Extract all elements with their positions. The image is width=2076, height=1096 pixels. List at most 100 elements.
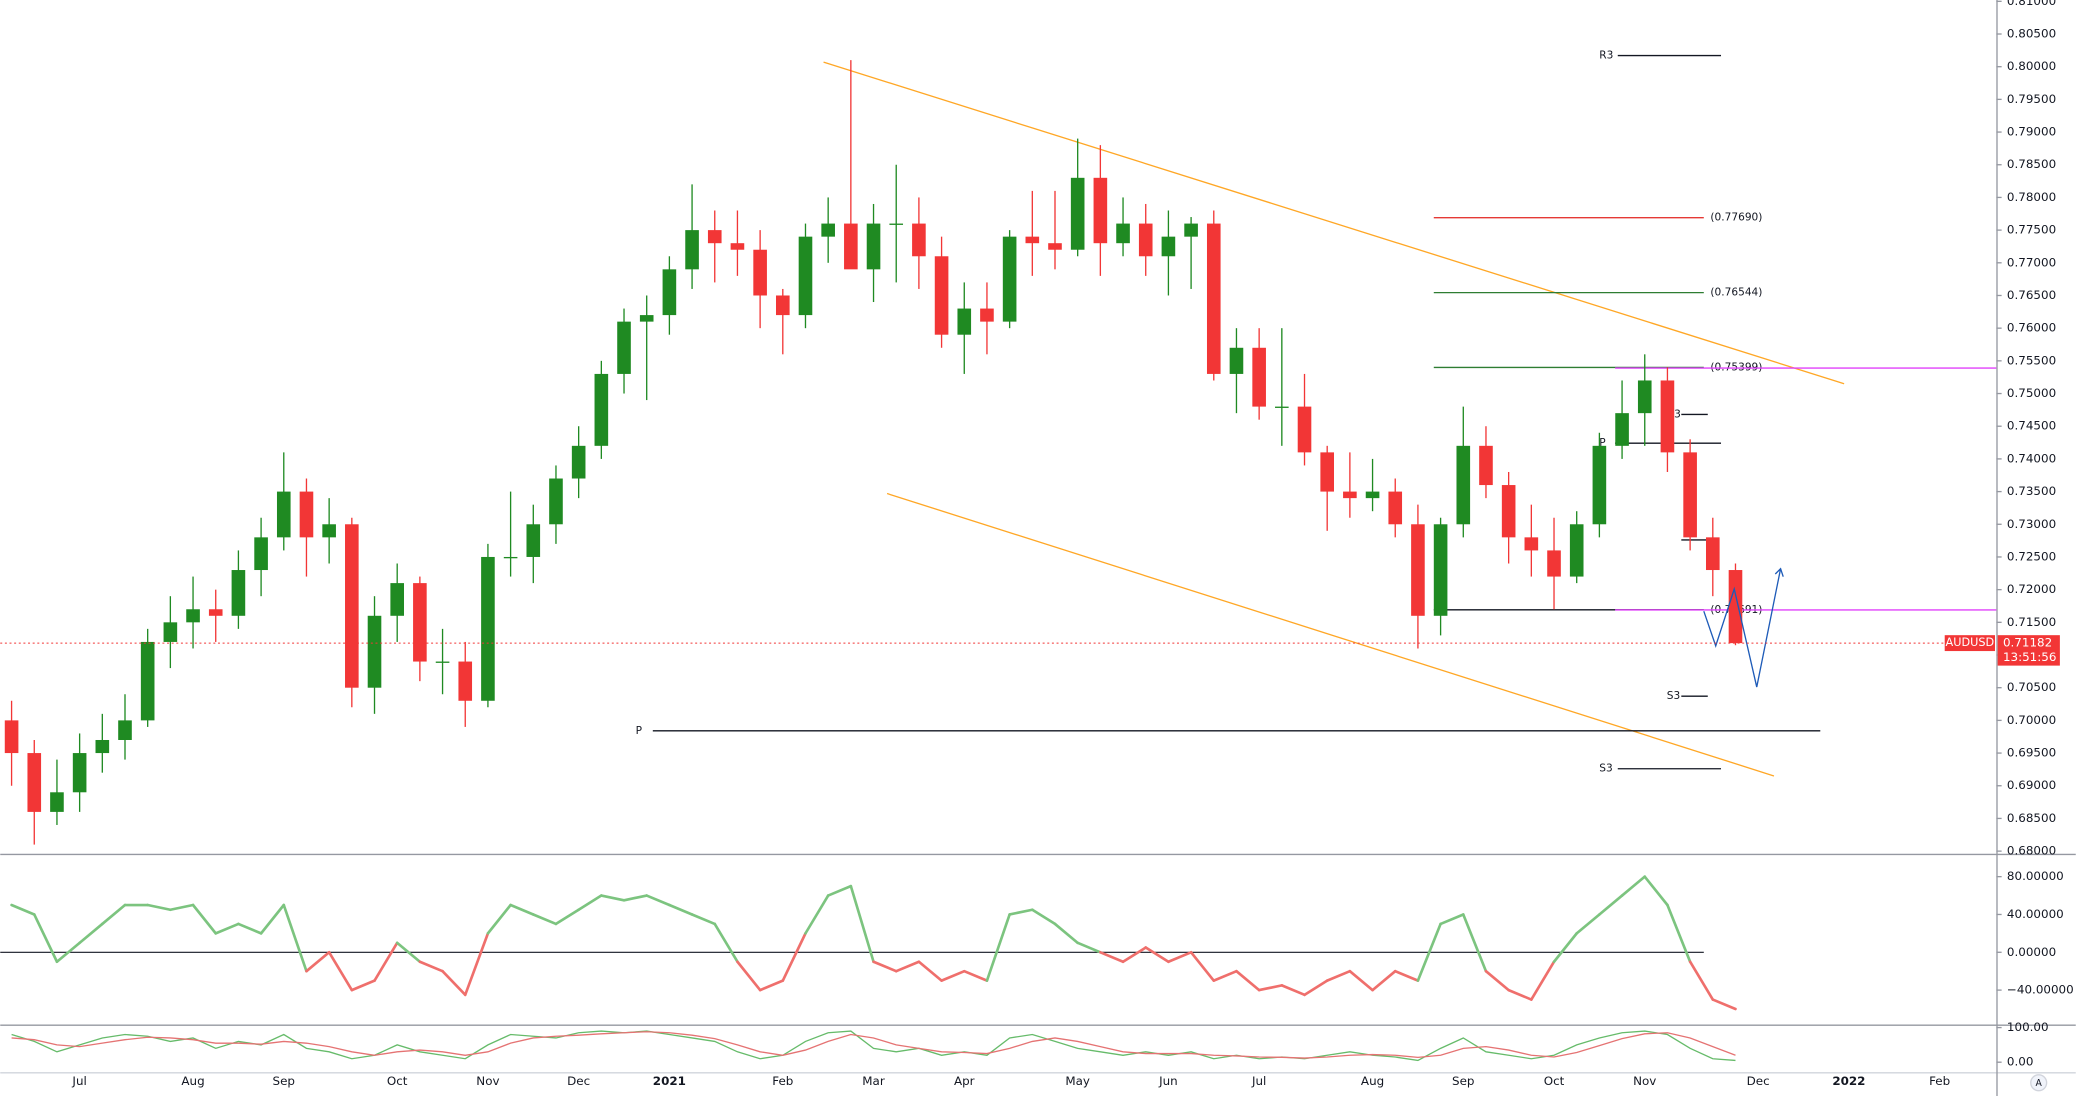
stoch-line: [11, 1030, 1736, 1062]
y-tick-label: 0.76500: [2007, 288, 2056, 302]
x-tick-label: Feb: [772, 1074, 793, 1088]
osc-segment: [191, 903, 218, 935]
x-tick-label: Aug: [1361, 1074, 1384, 1088]
pivot-label: P: [636, 725, 643, 737]
channel-line: [886, 492, 1775, 777]
osc-segment: [531, 913, 558, 926]
osc-segment: [32, 913, 59, 964]
stoch-line: [11, 1031, 1736, 1059]
osc-segment: [872, 960, 898, 973]
auto-scale-icon[interactable]: A: [2036, 1078, 2043, 1089]
x-tick-label: Oct: [387, 1074, 408, 1088]
osc-segment: [146, 903, 172, 912]
osc-segment: [1030, 908, 1057, 926]
candle-body: [481, 556, 495, 701]
y-tick-label: 0.80000: [2007, 59, 2056, 73]
candle-body: [1275, 406, 1289, 408]
osc-segment: [1008, 908, 1034, 916]
osc-segment: [169, 903, 195, 912]
y-tick-label: 0.77500: [2007, 223, 2056, 237]
osc-segment: [1212, 969, 1238, 982]
candle-body: [435, 661, 450, 663]
osc-segment: [1144, 946, 1170, 964]
osc-segment: [690, 913, 717, 926]
candle-body: [1138, 223, 1153, 257]
candle-body: [413, 583, 427, 662]
osc-segment: [1280, 984, 1306, 997]
candle-body: [866, 223, 881, 270]
osc-segment: [78, 922, 104, 945]
x-tick-label: Apr: [954, 1074, 975, 1088]
osc-segment: [1189, 950, 1216, 982]
candle-body: [1229, 347, 1244, 374]
y-tick-label: 0.68000: [2007, 844, 2056, 858]
osc-segment: [1371, 969, 1397, 992]
candle-body: [639, 315, 654, 322]
candle-body: [571, 445, 586, 479]
osc-tick-label: 0.00000: [2007, 945, 2056, 959]
candle-body: [1683, 452, 1697, 538]
osc-segment: [509, 903, 535, 916]
x-tick-label: Jun: [1158, 1074, 1178, 1088]
osc-segment: [463, 932, 490, 997]
candle-body: [1592, 445, 1607, 525]
y-tick-label: 0.74000: [2007, 451, 2056, 465]
candle-body: [1093, 177, 1108, 244]
y-tick-label: 0.72500: [2007, 549, 2056, 563]
candle-body: [1411, 524, 1425, 616]
osc-segment: [1167, 950, 1193, 964]
osc-segment: [305, 950, 331, 973]
candle-body: [798, 236, 813, 316]
candle-body: [549, 478, 563, 525]
osc-segment: [554, 908, 580, 926]
candle-body: [1297, 406, 1312, 453]
osc-segment: [940, 969, 966, 982]
candle-body: [1184, 223, 1198, 237]
osc-segment: [668, 903, 694, 916]
osc-segment: [1507, 988, 1533, 1001]
candle-body: [753, 249, 767, 296]
y-tick-label: 0.75500: [2007, 353, 2056, 367]
x-tick-label: Dec: [1747, 1074, 1770, 1088]
osc-segment: [1598, 894, 1624, 916]
candle-body: [526, 524, 541, 557]
osc-segment: [441, 969, 467, 997]
osc-segment: [1257, 984, 1284, 992]
osc-segment: [1393, 969, 1420, 982]
candle-body: [1252, 347, 1266, 407]
candle-body: [1320, 452, 1334, 492]
osc-segment: [1643, 875, 1669, 907]
candle-body: [231, 570, 246, 616]
candle-body: [458, 661, 473, 701]
x-tick-label: Dec: [567, 1074, 590, 1088]
price-tag: [1997, 635, 2060, 666]
y-tick-label: 0.70000: [2007, 713, 2056, 727]
x-tick-label: Aug: [181, 1074, 204, 1088]
candle-body: [345, 524, 359, 688]
candle-body: [912, 223, 926, 257]
osc-segment: [395, 941, 422, 964]
candle-body: [1433, 524, 1448, 616]
y-tick-label: 0.68500: [2007, 811, 2056, 825]
y-tick-label: 0.78000: [2007, 190, 2056, 204]
osc-segment: [985, 913, 1011, 982]
candle-body: [208, 609, 223, 616]
y-tick-label: 0.69000: [2007, 778, 2056, 792]
candle-body: [934, 256, 949, 335]
auto-scale-button[interactable]: [2030, 1074, 2048, 1092]
candle-body: [1547, 550, 1561, 577]
candle-body: [980, 308, 994, 322]
osc-segment: [1484, 969, 1510, 992]
pivot-label: S3: [1599, 763, 1612, 775]
candle-body: [1569, 524, 1584, 577]
candle-body: [163, 622, 178, 642]
osc-segment: [1575, 913, 1601, 935]
osc-segment: [259, 903, 286, 935]
osc-segment: [1461, 913, 1488, 973]
x-tick-label: Sep: [273, 1074, 295, 1088]
candle-body: [299, 491, 314, 538]
osc-segment: [736, 960, 762, 992]
osc-segment: [373, 941, 399, 982]
candle-body: [254, 537, 268, 571]
